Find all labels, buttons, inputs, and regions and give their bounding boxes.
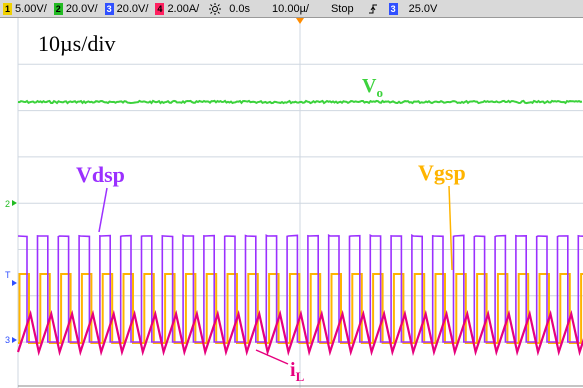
ch4-scale: 2.00A/ — [167, 2, 200, 15]
time-scale-value: 10.00µ/ — [272, 2, 309, 15]
status-bar: 1 5.00V/ 2 20.0V/ 3 20.0V/ 4 2.00A/ 0.0s… — [0, 0, 583, 18]
vo-trace — [17, 99, 583, 105]
marker-trigger: T — [5, 270, 11, 280]
il-label-sub: L — [296, 369, 305, 384]
marker-trigger-arrow — [12, 280, 17, 286]
ch1-indicator[interactable]: 1 5.00V/ — [0, 2, 47, 15]
vo-label: Vo — [362, 75, 383, 100]
time-scale[interactable]: 10.00µ/ — [272, 3, 309, 15]
waveform-display[interactable]: 10µs/div Vo Vdsp Vgsp iL 2 T 3 — [0, 18, 583, 388]
time-offset[interactable]: 0.0s — [229, 3, 250, 15]
trace-layer — [16, 99, 583, 357]
vo-label-sub: o — [376, 85, 383, 100]
vdsp-trace — [17, 233, 583, 343]
vo-label-main: V — [362, 75, 377, 97]
vdsp-pointer — [98, 187, 108, 233]
ch2-indicator[interactable]: 2 20.0V/ — [51, 2, 98, 15]
run-state[interactable]: Stop — [331, 3, 354, 15]
il-trace — [16, 309, 583, 357]
marker-ch2-arrow — [12, 200, 17, 206]
ch2-scale: 20.0V/ — [65, 2, 98, 15]
vdsp-label: Vdsp — [76, 162, 125, 187]
vgsp-trace — [18, 273, 583, 344]
il-label: iL — [290, 359, 305, 384]
trigger-level: 25.0V — [408, 2, 438, 15]
timebase-label: 10µs/div — [38, 31, 115, 56]
trigger-indicator[interactable]: 3 25.0V — [368, 2, 438, 15]
vgsp-pointer — [448, 185, 453, 271]
ch3-badge: 3 — [104, 2, 114, 15]
brightness-indicator[interactable] — [209, 2, 222, 15]
il-pointer — [255, 349, 289, 365]
ch4-badge: 4 — [155, 2, 165, 15]
trigger-position-marker — [296, 18, 304, 24]
run-state-value: Stop — [330, 2, 354, 15]
ch4-indicator[interactable]: 4 2.00A/ — [152, 2, 200, 15]
ch2-badge: 2 — [53, 2, 63, 15]
il-label-main: i — [290, 359, 296, 381]
ch1-badge: 1 — [3, 2, 12, 15]
trigger-channel-badge: 3 — [388, 2, 398, 15]
marker-ch3-arrow — [12, 337, 17, 343]
brightness-icon — [209, 2, 222, 15]
time-offset-value: 0.0s — [229, 2, 251, 15]
ch1-scale: 5.00V/ — [15, 2, 47, 15]
ch3-indicator[interactable]: 3 20.0V/ — [102, 2, 149, 15]
ch3-scale: 20.0V/ — [116, 2, 149, 15]
marker-ch3: 3 — [5, 335, 10, 345]
trigger-edge-icon — [368, 4, 377, 13]
vgsp-label: Vgsp — [418, 160, 466, 185]
waveform-canvas: 10µs/div Vo Vdsp Vgsp iL 2 T 3 — [5, 18, 583, 388]
marker-ch2: 2 — [5, 199, 10, 209]
